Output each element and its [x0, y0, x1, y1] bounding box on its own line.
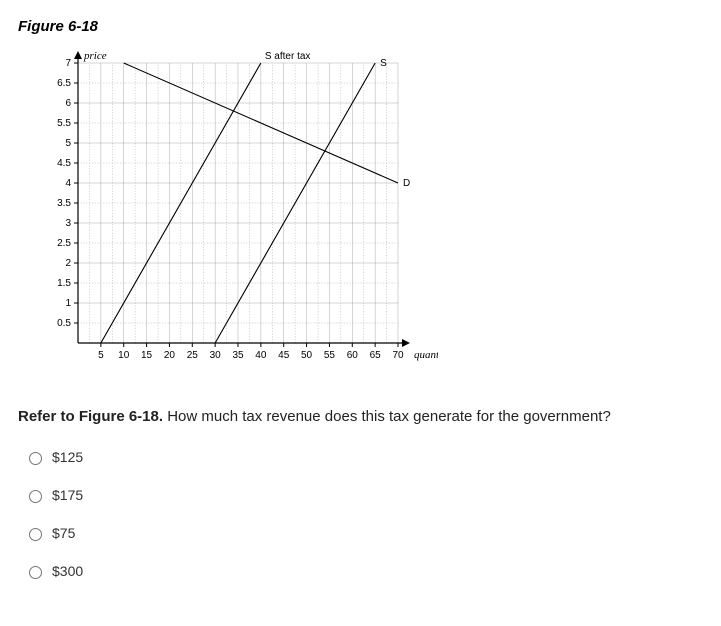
option-1-label: $175 [52, 487, 83, 503]
option-2-label: $75 [52, 525, 75, 541]
option-0-label: $125 [52, 449, 83, 465]
svg-text:1.5: 1.5 [57, 278, 71, 289]
svg-text:2: 2 [65, 258, 71, 269]
svg-text:10: 10 [118, 350, 130, 361]
svg-text:25: 25 [187, 350, 199, 361]
svg-text:6: 6 [65, 98, 71, 109]
svg-text:60: 60 [347, 350, 359, 361]
svg-text:45: 45 [278, 350, 290, 361]
question-rest: How much tax revenue does this tax gener… [163, 408, 611, 425]
svg-text:15: 15 [141, 350, 153, 361]
svg-text:50: 50 [301, 350, 313, 361]
svg-text:4: 4 [65, 178, 71, 189]
svg-text:70: 70 [392, 350, 404, 361]
question-text: Refer to Figure 6-18. How much tax reven… [18, 408, 703, 425]
option-3[interactable]: $300 [24, 563, 703, 579]
svg-text:4.5: 4.5 [57, 158, 71, 169]
svg-text:D: D [403, 178, 410, 189]
svg-text:35: 35 [232, 350, 244, 361]
svg-text:7: 7 [65, 58, 71, 69]
option-2[interactable]: $75 [24, 525, 703, 541]
option-0-radio[interactable] [29, 452, 42, 465]
option-1-radio[interactable] [29, 490, 42, 503]
option-1[interactable]: $175 [24, 487, 703, 503]
svg-text:30: 30 [210, 350, 222, 361]
svg-text:5: 5 [98, 350, 104, 361]
answer-options: $125 $175 $75 $300 [24, 449, 703, 579]
svg-text:3.5: 3.5 [57, 198, 71, 209]
supply-demand-chart: 0.5 1 1.5 2 2.5 3 3.5 4 4.5 5 5.5 6 6.5 7 5 10 15 20 25 30 3… [38, 43, 438, 373]
figure-title: Figure 6-18 [18, 18, 703, 35]
svg-text:S: S [380, 58, 387, 69]
option-0[interactable]: $125 [24, 449, 703, 465]
svg-text:20: 20 [164, 350, 176, 361]
svg-text:2.5: 2.5 [57, 238, 71, 249]
svg-text:6.5: 6.5 [57, 78, 71, 89]
svg-text:quantity: quantity [414, 349, 438, 361]
svg-text:price: price [83, 50, 107, 62]
svg-text:5: 5 [65, 138, 71, 149]
option-3-radio[interactable] [29, 566, 42, 579]
svg-text:55: 55 [324, 350, 336, 361]
svg-text:65: 65 [370, 350, 382, 361]
svg-text:40: 40 [255, 350, 267, 361]
chart-container: 0.5 1 1.5 2 2.5 3 3.5 4 4.5 5 5.5 6 6.5 7 5 10 15 20 25 30 3… [38, 43, 703, 378]
svg-text:5.5: 5.5 [57, 118, 71, 129]
svg-text:1: 1 [65, 298, 71, 309]
question-prefix: Refer to Figure 6-18. [18, 408, 163, 425]
svg-text:S after tax: S after tax [265, 51, 311, 62]
svg-text:0.5: 0.5 [57, 318, 71, 329]
option-3-label: $300 [52, 563, 83, 579]
option-2-radio[interactable] [29, 528, 42, 541]
svg-text:3: 3 [65, 218, 71, 229]
